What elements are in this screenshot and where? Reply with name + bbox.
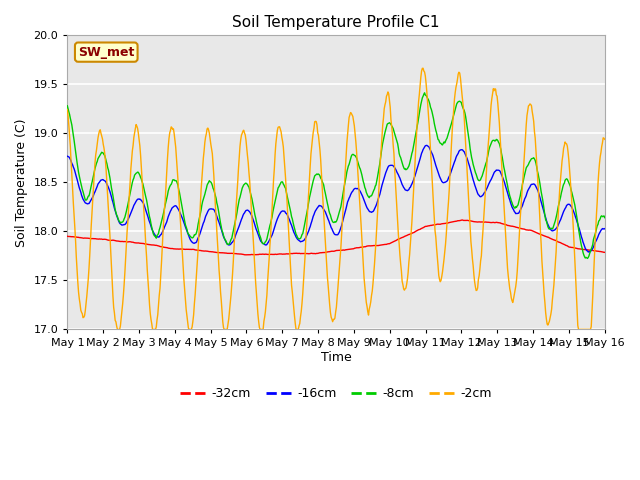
- Text: SW_met: SW_met: [78, 46, 134, 59]
- X-axis label: Time: Time: [321, 351, 351, 364]
- Y-axis label: Soil Temperature (C): Soil Temperature (C): [15, 118, 28, 247]
- Title: Soil Temperature Profile C1: Soil Temperature Profile C1: [232, 15, 440, 30]
- Legend: -32cm, -16cm, -8cm, -2cm: -32cm, -16cm, -8cm, -2cm: [175, 383, 497, 406]
